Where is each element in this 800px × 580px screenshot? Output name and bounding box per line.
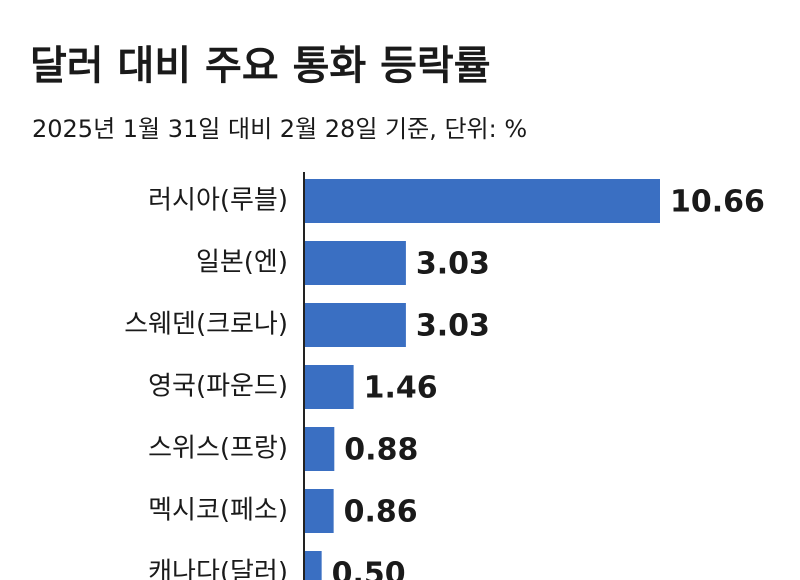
- category-label: 스웨덴(크로나): [124, 310, 288, 340]
- value-label: 10.66: [670, 185, 765, 220]
- chart-subtitle: 2025년 1월 31일 대비 2월 28일 기준, 단위: %: [32, 115, 527, 143]
- bar: [305, 489, 334, 533]
- value-label: 3.03: [416, 309, 490, 344]
- value-label: 3.03: [416, 247, 490, 282]
- category-label: 멕시코(페소): [148, 496, 288, 526]
- bar: [305, 303, 406, 347]
- bar: [305, 241, 406, 285]
- value-label: 0.88: [344, 433, 418, 468]
- category-label: 스위스(프랑): [148, 434, 288, 464]
- category-label: 영국(파운드): [148, 372, 288, 402]
- bar: [305, 365, 354, 409]
- bar: [305, 551, 322, 580]
- value-label: 1.46: [364, 371, 438, 406]
- chart-title: 달러 대비 주요 통화 등락률: [30, 43, 491, 89]
- value-label: 0.50: [332, 557, 406, 580]
- category-label: 캐나다(달러): [148, 558, 288, 580]
- value-label: 0.86: [344, 495, 418, 530]
- category-label: 일본(엔): [196, 248, 288, 278]
- bar: [305, 427, 335, 471]
- bar: [305, 179, 660, 223]
- category-label: 러시아(루블): [148, 186, 288, 216]
